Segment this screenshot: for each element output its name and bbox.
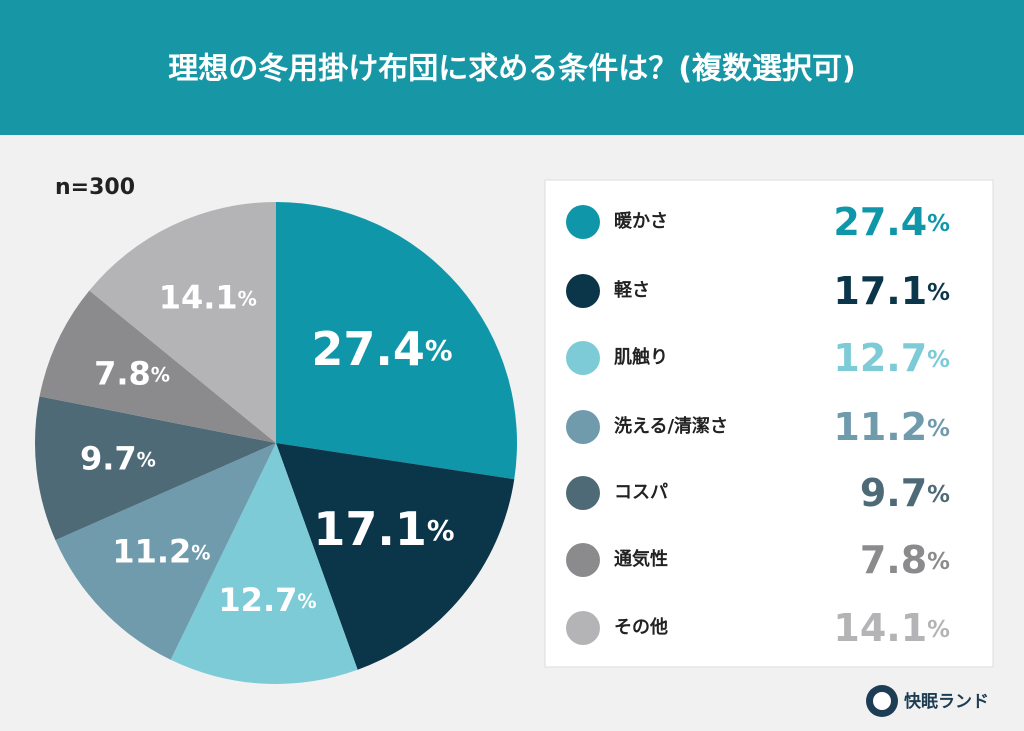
pie-slice: [89, 202, 277, 443]
slice-label-number: 27.4: [311, 321, 425, 375]
slice-label-number: 14.1: [159, 278, 238, 316]
legend-value: 12.7%: [833, 336, 950, 380]
legend-value-unit: %: [927, 347, 950, 373]
brand-name: 快眠ランド: [904, 691, 989, 712]
pie-slice: [55, 443, 276, 660]
slice-label-number: 9.7: [80, 439, 137, 477]
slice-label: 7.8%: [94, 354, 170, 392]
brand: 快眠ランド: [866, 685, 989, 717]
legend-value-unit: %: [927, 280, 950, 306]
legend-marker: [566, 341, 600, 375]
slice-label: 11.2%: [112, 532, 210, 570]
legend-label: 軽さ: [614, 279, 650, 301]
slice-label: 9.7%: [80, 439, 156, 477]
slice-label-unit: %: [425, 334, 453, 367]
slice-label: 27.4%: [311, 321, 452, 375]
legend-value-unit: %: [927, 482, 950, 508]
legend-value-unit: %: [927, 617, 950, 643]
slice-label: 14.1%: [159, 278, 257, 316]
legend-value: 9.7%: [860, 471, 950, 515]
legend-marker: [566, 205, 600, 239]
pie-slice: [34, 396, 276, 541]
legend-value-number: 14.1: [833, 606, 927, 650]
legend-label: 通気性: [614, 548, 668, 570]
legend-value: 27.4%: [833, 200, 950, 244]
slice-label-unit: %: [137, 448, 156, 471]
slice-label-number: 11.2: [112, 532, 191, 570]
slice-label: 17.1%: [313, 501, 454, 555]
slice-label-number: 17.1: [313, 501, 427, 555]
pie-slice: [276, 443, 515, 670]
legend-marker: [566, 274, 600, 308]
legend-value-number: 12.7: [833, 336, 927, 380]
pie-slice: [170, 443, 358, 684]
legend-label: 洗える/清潔さ: [614, 415, 728, 437]
slice-label-number: 7.8: [94, 354, 151, 392]
legend-label: その他: [614, 616, 668, 638]
header-bar: [0, 0, 1024, 135]
legend-marker: [566, 476, 600, 510]
legend-value-number: 17.1: [833, 269, 927, 313]
legend-value-number: 27.4: [833, 200, 927, 244]
sample-size: n=300: [55, 175, 135, 200]
legend-value: 14.1%: [833, 606, 950, 650]
legend-label: 肌触り: [614, 346, 668, 368]
legend-marker: [566, 543, 600, 577]
legend-value-number: 7.8: [860, 538, 927, 582]
legend-value: 11.2%: [833, 405, 950, 449]
legend-marker: [566, 410, 600, 444]
legend-value-number: 11.2: [833, 405, 927, 449]
pie-slice: [276, 202, 517, 480]
chart-title: 理想の冬用掛け布団に求める条件は？(複数選択可): [168, 52, 855, 87]
slice-label: 12.7%: [218, 581, 316, 619]
pie-slice: [39, 290, 276, 443]
slice-label-unit: %: [191, 541, 210, 564]
slice-label-unit: %: [297, 589, 316, 612]
legend-value-number: 9.7: [860, 471, 927, 515]
legend-box: [544, 179, 994, 668]
slice-label-unit: %: [238, 287, 257, 310]
legend-value-unit: %: [927, 416, 950, 442]
slice-label-number: 12.7: [218, 581, 297, 619]
legend-value: 7.8%: [860, 538, 950, 582]
slice-label-unit: %: [151, 363, 170, 386]
legend-label: 暖かさ: [614, 210, 668, 232]
legend-value-unit: %: [927, 211, 950, 237]
slice-label-unit: %: [427, 514, 455, 547]
legend-value-unit: %: [927, 549, 950, 575]
legend-marker: [566, 611, 600, 645]
legend-label: コスパ: [614, 482, 668, 503]
brand-logo-inner: [873, 692, 891, 710]
legend-value: 17.1%: [833, 269, 950, 313]
